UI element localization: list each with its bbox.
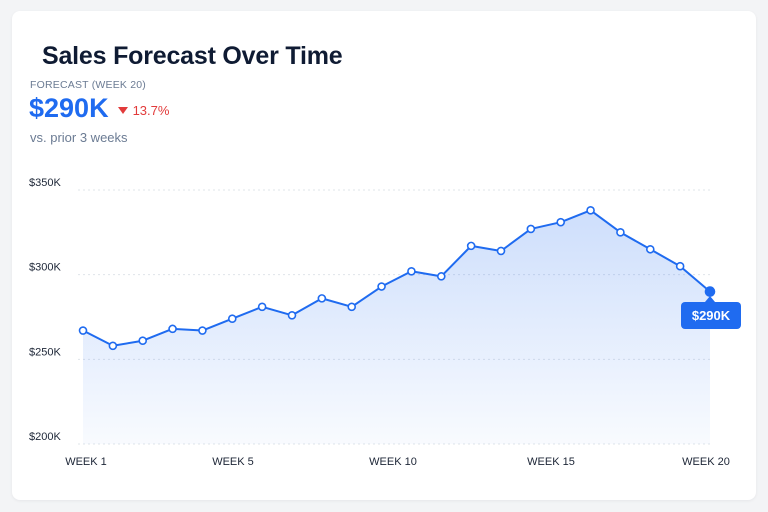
x-tick-label: WEEK 5 [212, 456, 254, 468]
y-tick-label: $250K [29, 346, 61, 358]
kpi-delta: 13.7% [117, 103, 170, 118]
data-point[interactable] [675, 261, 685, 271]
area-fill [83, 210, 710, 444]
data-point-highlight[interactable] [704, 286, 716, 297]
kpi-row: $290K 13.7% [29, 93, 169, 124]
kpi-change: 13.7% [132, 103, 170, 118]
data-point[interactable] [138, 336, 148, 346]
callout-pointer [705, 296, 715, 302]
data-point[interactable] [227, 314, 237, 323]
y-tick-label: $350K [29, 177, 61, 189]
data-point[interactable] [466, 241, 476, 251]
chart-title: Sales Forecast Over Time [42, 42, 343, 70]
data-point[interactable] [496, 246, 506, 256]
data-point[interactable] [198, 326, 207, 335]
arrow-down-icon [117, 107, 128, 114]
x-tick-label: WEEK 1 [65, 456, 107, 468]
kpi-value: $290K [29, 93, 109, 123]
y-tick-label: $300K [29, 262, 61, 274]
data-point[interactable] [616, 228, 625, 237]
data-point[interactable] [108, 341, 118, 351]
value-callout-label: $290K [692, 308, 731, 323]
data-point[interactable] [257, 302, 267, 312]
y-tick-label: $200K [29, 431, 61, 443]
data-point[interactable] [586, 206, 595, 215]
x-tick-label: WEEK 20 [682, 456, 730, 468]
data-point[interactable] [287, 311, 297, 320]
data-point[interactable] [556, 217, 566, 227]
data-point[interactable] [78, 326, 88, 335]
data-point[interactable] [436, 272, 446, 281]
data-point[interactable] [407, 266, 416, 276]
data-point[interactable] [317, 294, 327, 303]
data-point[interactable] [526, 224, 536, 234]
kpi-subtitle: vs. prior 3 weeks [30, 130, 128, 145]
data-point[interactable] [347, 302, 357, 312]
data-point[interactable] [168, 324, 177, 334]
x-tick-label: WEEK 15 [527, 456, 575, 468]
value-callout [681, 302, 741, 329]
x-tick-label: WEEK 10 [369, 456, 417, 468]
series-line [82, 209, 711, 347]
data-point[interactable] [377, 282, 386, 291]
data-point[interactable] [645, 244, 655, 254]
kpi-label: FORECAST (WEEK 20) [30, 79, 147, 91]
